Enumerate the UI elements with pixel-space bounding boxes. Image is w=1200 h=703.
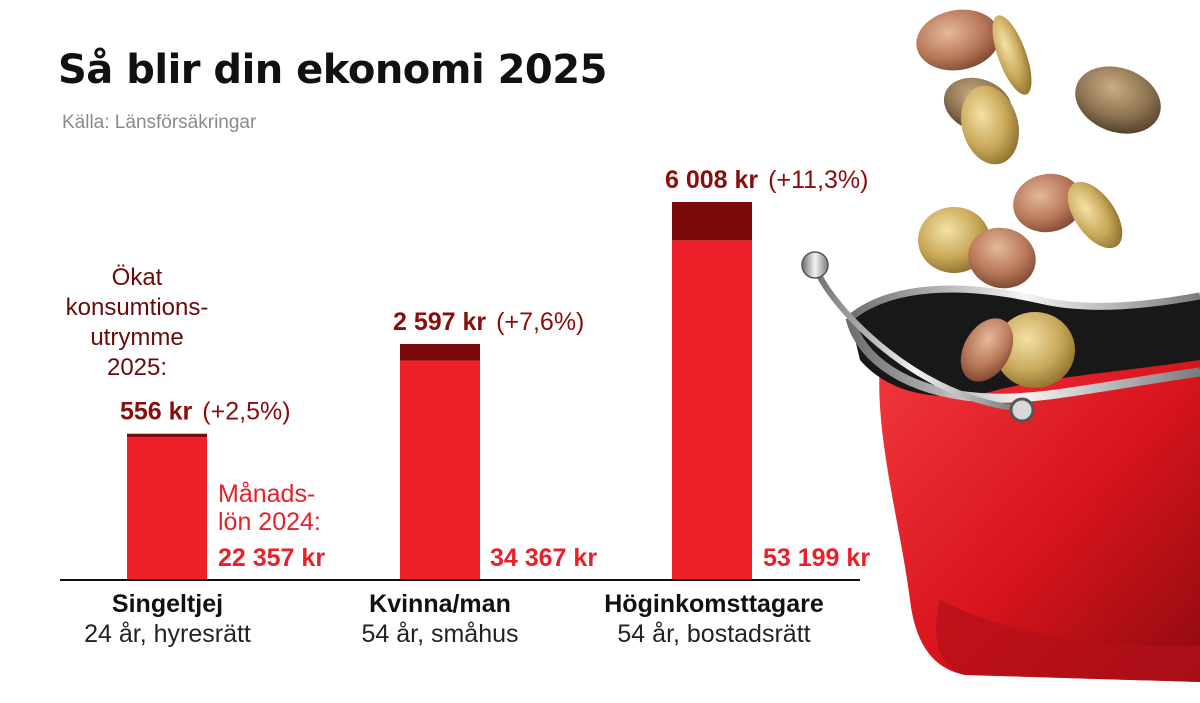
- chart-title: Så blir din ekonomi 2025: [58, 47, 607, 93]
- salary-value-kvinna-man: 34 367 kr: [490, 544, 597, 572]
- salary-value-hoginkomsttagare: 53 199 kr: [763, 544, 870, 572]
- increase-annotation-line-1: Ökat: [111, 264, 163, 291]
- increase-value-hoginkomsttagare: 6 008 kr: [665, 166, 758, 194]
- increase-label-hoginkomsttagare: 6 008 kr (+11,3%): [665, 166, 868, 194]
- category-label-hoginkomsttagare: Höginkomsttagare: [604, 590, 824, 618]
- bar-chart: 556 kr (+2,5%) 22 357 kr 2 597 kr (+7,6%) 34 …: [60, 166, 870, 581]
- source-label: Källa: Länsförsäkringar: [62, 112, 257, 133]
- salary-bar-singeltjej: [127, 437, 207, 580]
- increase-annotation: Ökat konsumtions- utrymme 2025:: [62, 263, 212, 383]
- increase-percent-kvinna-man: (+7,6%): [496, 308, 584, 336]
- category-label-kvinna-man: Kvinna/man: [369, 590, 511, 618]
- increase-bar-hoginkomsttagare: [672, 202, 752, 241]
- category-detail-singeltjej: 24 år, hyresrätt: [84, 620, 251, 648]
- category-detail-kvinna-man: 54 år, småhus: [361, 620, 519, 648]
- salary-value-singeltjej: 22 357 kr: [218, 544, 325, 572]
- increase-percent-singeltjej: (+2,5%): [202, 398, 290, 426]
- increase-annotation-line-4: 2025:: [106, 354, 168, 381]
- salary-annotation: Månads- lön 2024:: [218, 480, 321, 536]
- increase-percent-hoginkomsttagare: (+11,3%): [768, 166, 868, 194]
- category-detail-hoginkomsttagare: 54 år, bostadsrätt: [617, 620, 811, 648]
- increase-annotation-line-3: utrymme: [90, 324, 184, 351]
- category-label-singeltjej: Singeltjej: [111, 590, 224, 618]
- salary-annotation-line-1: Månads-: [218, 480, 316, 508]
- salary-bar-hoginkomsttagare: [672, 240, 752, 580]
- increase-annotation-line-2: konsumtions-: [65, 294, 209, 321]
- increase-value-singeltjej: 556 kr: [120, 398, 193, 426]
- increase-bar-singeltjej: [127, 433, 207, 438]
- increase-value-kvinna-man: 2 597 kr: [393, 308, 486, 336]
- salary-bar-kvinna-man: [400, 360, 480, 580]
- increase-label-kvinna-man: 2 597 kr (+7,6%): [393, 308, 584, 336]
- salary-annotation-line-2: lön 2024:: [218, 508, 321, 536]
- increase-bar-kvinna-man: [400, 344, 480, 361]
- coin-purse-illustration: [801, 9, 1200, 682]
- increase-label-singeltjej: 556 kr (+2,5%): [120, 398, 291, 426]
